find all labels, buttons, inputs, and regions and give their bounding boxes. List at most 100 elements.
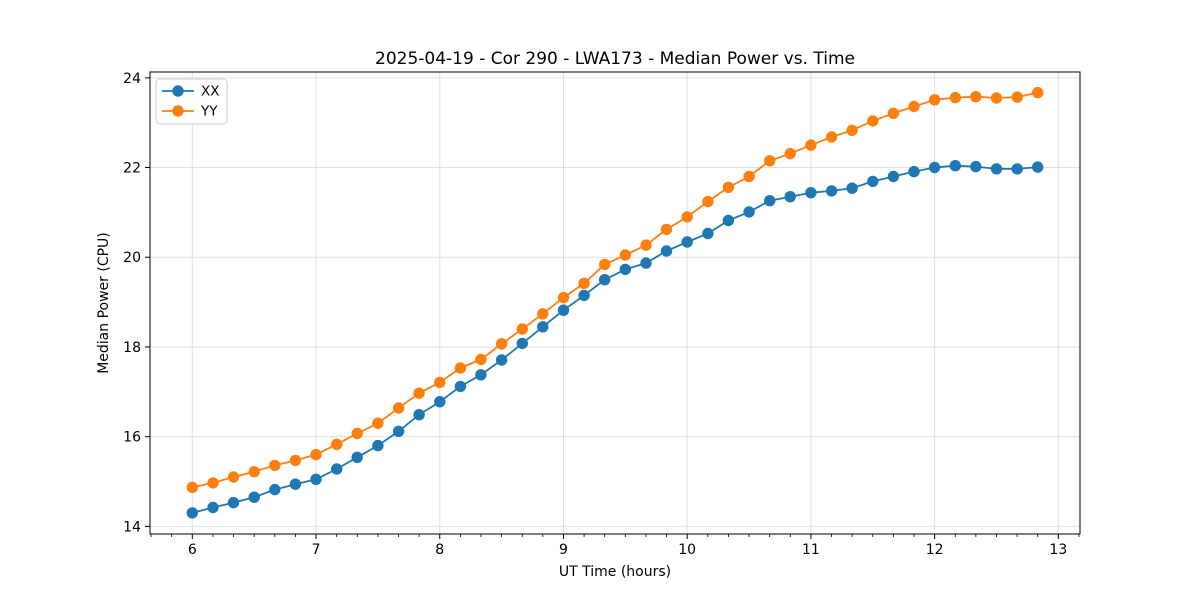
data-point-xx bbox=[784, 191, 796, 203]
y-tick-label: 14 bbox=[123, 519, 141, 535]
plot-frame bbox=[149, 71, 1081, 535]
y-axis-label: Median Power (CPU) bbox=[96, 232, 112, 374]
data-point-xx bbox=[248, 491, 260, 503]
data-point-xx bbox=[619, 263, 631, 276]
data-point-yy bbox=[289, 454, 302, 467]
data-point-xx bbox=[640, 257, 652, 269]
data-point-xx bbox=[949, 160, 961, 172]
data-point-xx bbox=[269, 483, 281, 496]
data-point-yy bbox=[269, 459, 281, 472]
data-point-yy bbox=[516, 323, 528, 335]
data-point-yy bbox=[619, 249, 631, 261]
data-point-xx bbox=[764, 195, 776, 207]
x-tick-label: 10 bbox=[678, 542, 696, 558]
data-point-xx bbox=[331, 463, 343, 475]
legend-label-yy: YY bbox=[200, 104, 218, 120]
data-point-yy bbox=[764, 155, 776, 167]
data-point-yy bbox=[351, 427, 363, 440]
y-tick-label: 24 bbox=[123, 71, 141, 87]
data-point-yy bbox=[331, 438, 343, 450]
data-point-xx bbox=[310, 473, 322, 485]
data-point-yy bbox=[454, 362, 467, 374]
series-line-xx bbox=[192, 164, 1038, 514]
legend: XX YY bbox=[155, 78, 228, 125]
data-point-yy bbox=[660, 223, 673, 236]
data-point-xx bbox=[867, 175, 879, 188]
data-point-xx bbox=[805, 187, 817, 199]
x-tick-label: 9 bbox=[559, 542, 568, 558]
data-point-xx bbox=[908, 165, 920, 178]
data-point-yy bbox=[413, 387, 425, 399]
data-point-yy bbox=[227, 471, 240, 483]
data-point-xx bbox=[186, 507, 198, 519]
data-point-yy bbox=[743, 170, 755, 183]
series-line-yy bbox=[192, 91, 1038, 489]
data-point-xx bbox=[722, 214, 735, 227]
chart-title: 2025-04-19 - Cor 290 - LWA173 - Median P… bbox=[375, 49, 855, 69]
data-point-yy bbox=[248, 466, 260, 478]
data-point-yy bbox=[990, 92, 1003, 104]
data-point-xx bbox=[434, 396, 446, 408]
data-point-yy bbox=[887, 107, 900, 120]
data-point-xx bbox=[1032, 161, 1044, 173]
legend-marker bbox=[172, 85, 184, 97]
data-point-yy bbox=[702, 195, 714, 208]
data-point-xx bbox=[578, 289, 590, 302]
data-point-xx bbox=[537, 321, 549, 333]
data-point-xx bbox=[372, 439, 384, 452]
y-tick-label: 20 bbox=[123, 250, 141, 266]
data-point-xx bbox=[516, 337, 528, 350]
data-point-yy bbox=[1011, 91, 1023, 103]
data-point-yy bbox=[949, 91, 961, 104]
data-point-xx bbox=[928, 161, 941, 174]
legend-marker bbox=[172, 105, 184, 117]
data-point-yy bbox=[434, 376, 446, 389]
data-point-xx bbox=[475, 369, 487, 381]
data-point-yy bbox=[537, 308, 549, 320]
y-tick-label: 18 bbox=[123, 340, 141, 356]
data-point-xx bbox=[702, 227, 714, 240]
data-point-xx bbox=[289, 478, 302, 490]
data-point-yy bbox=[784, 147, 796, 160]
data-point-yy bbox=[392, 402, 405, 414]
data-point-yy bbox=[908, 100, 920, 113]
data-point-yy bbox=[825, 131, 838, 143]
x-tick-label: 11 bbox=[802, 542, 820, 558]
legend-label-xx: XX bbox=[201, 84, 220, 100]
x-tick-label: 6 bbox=[188, 542, 197, 558]
data-point-yy bbox=[557, 291, 570, 304]
data-point-yy bbox=[207, 477, 219, 489]
data-point-xx bbox=[825, 185, 838, 197]
data-point-yy bbox=[846, 124, 858, 136]
data-point-yy bbox=[599, 258, 611, 271]
data-point-yy bbox=[372, 417, 384, 429]
data-point-xx bbox=[454, 380, 467, 393]
x-tick-label: 12 bbox=[926, 542, 944, 558]
data-point-yy bbox=[805, 139, 817, 151]
data-point-yy bbox=[1032, 86, 1044, 99]
data-point-xx bbox=[207, 501, 219, 514]
data-point-xx bbox=[990, 163, 1003, 175]
data-point-yy bbox=[640, 239, 652, 251]
data-point-yy bbox=[681, 211, 693, 223]
data-point-xx bbox=[1011, 163, 1023, 175]
data-point-yy bbox=[475, 353, 487, 366]
data-point-xx bbox=[351, 451, 363, 463]
data-point-yy bbox=[578, 277, 590, 289]
data-point-yy bbox=[722, 181, 735, 193]
data-point-xx bbox=[887, 170, 900, 183]
x-tick-label: 7 bbox=[312, 542, 321, 558]
x-tick-label: 8 bbox=[435, 542, 444, 558]
data-point-xx bbox=[681, 236, 693, 248]
data-point-xx bbox=[660, 245, 673, 257]
x-axis-label: UT Time (hours) bbox=[559, 564, 671, 580]
data-point-xx bbox=[413, 409, 425, 421]
x-tick-label: 13 bbox=[1049, 542, 1067, 558]
data-point-yy bbox=[495, 338, 508, 350]
data-point-yy bbox=[310, 448, 322, 461]
data-point-xx bbox=[846, 182, 858, 194]
data-point-xx bbox=[392, 425, 405, 437]
data-point-xx bbox=[970, 160, 982, 173]
